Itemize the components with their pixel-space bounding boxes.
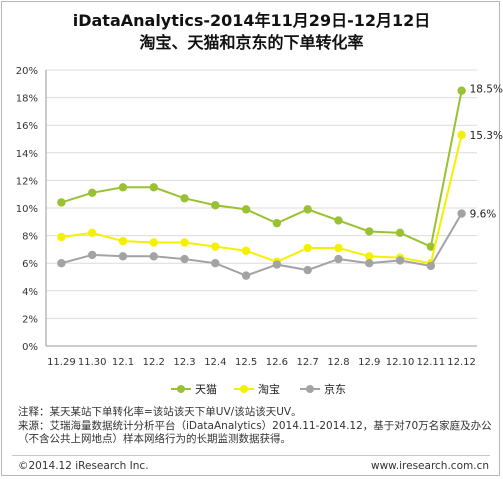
data-point: [395, 228, 405, 238]
note-source-cont: （不含公共上网地点）样本网络行为的长期监测数据获得。: [18, 433, 291, 445]
x-tick-label: 12.6: [266, 357, 288, 368]
chart-subtitle: 淘宝、天猫和京东的下单转化率: [139, 33, 364, 52]
y-tick-label: 6%: [22, 259, 38, 270]
data-point: [303, 205, 312, 214]
legend-swatch: [171, 383, 191, 395]
data-point: [57, 259, 66, 268]
data-point: [457, 86, 466, 95]
note-source: 来源：艾瑞海量数据统计分析平台（iDataAnalytics）2014.11-2…: [18, 419, 492, 432]
y-tick-label: 4%: [22, 287, 38, 298]
data-point: [272, 218, 282, 228]
data-point: [457, 130, 466, 140]
x-tick-label: 12.1: [112, 357, 134, 368]
note-definition: 注释：某天某站下单转化率=该站该天下单UV/该站该天UV。: [18, 406, 302, 418]
data-point: [334, 216, 343, 225]
data-point: [334, 254, 343, 264]
data-label: 15.3%: [470, 130, 503, 142]
x-tick-label: 12.11: [417, 357, 446, 368]
data-point: [457, 209, 466, 218]
legend-swatch: [300, 383, 320, 395]
data-point: [118, 236, 128, 246]
data-point: [303, 265, 312, 275]
series-line: [61, 213, 463, 277]
y-tick-label: 12%: [16, 176, 38, 187]
y-tick-label: 0%: [22, 342, 38, 353]
data-label: 18.5%: [470, 84, 503, 96]
data-point: [57, 198, 66, 207]
x-tick-label: 11.29: [47, 357, 76, 368]
legend-swatch: [234, 383, 254, 395]
data-point: [118, 183, 128, 192]
y-tick-label: 10%: [16, 204, 38, 215]
legend-item: 京东: [300, 381, 346, 397]
x-tick-label: 12.10: [386, 357, 415, 368]
data-point: [426, 242, 436, 251]
x-tick-label: 12.2: [143, 357, 165, 368]
data-point: [149, 238, 158, 247]
data-point: [87, 228, 97, 238]
data-point: [365, 227, 374, 236]
y-tick-label: 18%: [16, 94, 38, 105]
legend-item: 天猫: [171, 381, 217, 397]
data-point: [211, 242, 220, 251]
data-point: [365, 259, 374, 268]
data-point: [395, 256, 405, 265]
chart-notes: 注释：某天某站下单转化率=该站该天下单UV/该站该天UV。 来源：艾瑞海量数据统…: [18, 406, 496, 447]
data-point: [87, 250, 97, 260]
x-tick-label: 12.4: [204, 357, 226, 368]
x-tick-label: 12.8: [327, 357, 349, 368]
data-point: [87, 188, 97, 198]
data-point: [149, 252, 158, 261]
data-point: [241, 205, 251, 214]
x-tick-label: 12.3: [173, 357, 195, 368]
footer-divider: [12, 455, 490, 456]
data-point: [303, 243, 312, 253]
data-point: [241, 246, 251, 255]
data-point: [180, 238, 189, 247]
y-tick-label: 8%: [22, 232, 38, 243]
x-tick-label: 11.30: [78, 357, 107, 368]
legend-label: 天猫: [195, 383, 217, 396]
y-tick-label: 14%: [16, 149, 38, 160]
legend-label: 京东: [324, 383, 346, 396]
y-tick-label: 2%: [22, 314, 38, 325]
data-point: [426, 261, 436, 271]
series-line: [61, 134, 463, 265]
x-tick-label: 12.7: [297, 357, 319, 368]
legend-item: 淘宝: [234, 381, 280, 397]
y-tick-label: 20%: [16, 66, 38, 77]
chart-title: iDataAnalytics-2014年11月29日-12月12日: [72, 11, 431, 30]
data-point: [272, 260, 282, 269]
data-point: [118, 252, 128, 261]
data-point: [334, 243, 343, 253]
copyright-text: ©2014.12 iResearch Inc.: [18, 460, 149, 472]
chart-title-block: iDataAnalytics-2014年11月29日-12月12日 淘宝、天猫和…: [0, 10, 503, 54]
data-point: [180, 194, 189, 203]
series-line: [61, 90, 463, 249]
data-point: [180, 254, 189, 264]
x-tick-label: 12.12: [447, 357, 476, 368]
x-tick-label: 12.9: [358, 357, 380, 368]
data-point: [57, 232, 66, 242]
legend-label: 淘宝: [258, 383, 280, 396]
data-point: [365, 252, 374, 261]
data-point: [211, 259, 220, 268]
data-label: 9.6%: [470, 209, 497, 221]
data-point: [211, 201, 220, 210]
website-text: www.iresearch.com.cn: [370, 460, 489, 472]
data-point: [241, 271, 251, 280]
chart-legend: 天猫 淘宝 京东: [0, 381, 503, 397]
y-tick-label: 16%: [16, 121, 38, 132]
line-chart: 0% 2% 4% 6% 8% 10% 12% 14% 16% 18% 20% 11.29 11.30 12…: [16, 66, 503, 368]
x-tick-label: 12.5: [235, 357, 257, 368]
data-point: [149, 183, 158, 192]
